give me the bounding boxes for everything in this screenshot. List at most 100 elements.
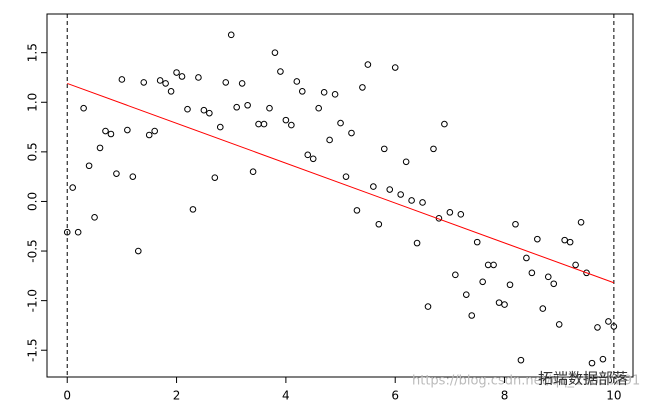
plot-frame	[46, 13, 634, 378]
point	[244, 101, 251, 109]
point	[495, 299, 503, 306]
point	[96, 144, 104, 152]
point	[594, 324, 601, 331]
point	[140, 79, 148, 86]
point	[200, 106, 208, 114]
point	[255, 120, 262, 128]
point	[419, 199, 426, 206]
point	[506, 281, 514, 289]
point	[402, 158, 410, 166]
point	[375, 220, 383, 228]
point	[397, 191, 404, 198]
point	[544, 273, 552, 281]
point	[173, 69, 180, 76]
point	[124, 126, 131, 134]
point	[134, 247, 142, 255]
point	[337, 119, 344, 127]
point	[353, 207, 361, 214]
point	[539, 305, 547, 312]
point	[227, 31, 235, 39]
point	[249, 168, 257, 175]
point	[315, 104, 322, 112]
point	[512, 220, 519, 228]
point	[555, 321, 563, 328]
point	[359, 84, 366, 91]
x-tick-label: 2	[173, 389, 181, 403]
point	[599, 355, 607, 363]
point	[145, 131, 153, 139]
x-tick-label: 8	[501, 389, 509, 403]
x-tick-label: 4	[282, 389, 290, 403]
point	[304, 151, 312, 159]
point	[184, 105, 191, 113]
point	[348, 129, 355, 137]
point	[523, 254, 530, 262]
point	[113, 170, 120, 177]
point	[80, 104, 87, 112]
point	[391, 64, 399, 71]
point	[424, 303, 432, 310]
x-tick-label: 10	[606, 389, 621, 403]
point	[167, 88, 175, 95]
point	[380, 145, 388, 153]
point	[309, 155, 317, 163]
point	[342, 173, 350, 180]
point	[271, 49, 279, 56]
point	[298, 88, 306, 95]
point	[457, 211, 465, 218]
point	[162, 80, 169, 87]
point	[85, 162, 93, 170]
point	[107, 130, 115, 138]
y-tick-label: 0.0	[26, 192, 40, 211]
point	[326, 136, 333, 144]
point	[320, 89, 328, 96]
point	[468, 312, 476, 319]
point	[216, 123, 224, 131]
point	[462, 291, 470, 298]
point	[501, 301, 508, 308]
point	[189, 206, 197, 213]
point	[63, 228, 71, 236]
point	[561, 236, 568, 244]
point	[550, 280, 558, 288]
point	[413, 239, 421, 247]
point	[69, 184, 76, 191]
point	[74, 228, 82, 236]
y-tick-label: -0.5	[26, 239, 40, 262]
x-tick-label: 0	[63, 389, 71, 403]
point	[534, 235, 541, 243]
watermark-brand: 拓端数据部落	[538, 370, 628, 388]
point	[479, 278, 486, 286]
point	[473, 238, 481, 246]
point	[102, 127, 109, 135]
point	[430, 145, 437, 153]
point	[572, 261, 579, 269]
point	[277, 68, 284, 75]
y-tick-label: 1.0	[26, 93, 40, 112]
point	[91, 214, 98, 221]
watermark-url: https://blog.csdn.net/qq_19600291	[412, 374, 640, 389]
point	[178, 73, 186, 80]
point	[605, 318, 612, 325]
point	[266, 104, 273, 112]
y-tick-label: 0.5	[26, 142, 40, 161]
point	[206, 109, 213, 117]
point	[331, 91, 339, 98]
point	[129, 173, 137, 180]
point	[293, 78, 301, 85]
point	[528, 269, 536, 277]
point	[446, 209, 454, 216]
point	[583, 269, 590, 277]
point	[386, 186, 394, 193]
point	[517, 356, 525, 364]
point	[484, 261, 492, 269]
y-tick-label: -1.5	[26, 339, 40, 362]
point	[222, 79, 230, 86]
point	[364, 61, 372, 68]
x-tick-label: 6	[391, 389, 399, 403]
point	[610, 323, 618, 330]
point	[118, 76, 126, 83]
y-tick-label: 1.5	[26, 43, 40, 62]
point	[490, 261, 497, 269]
point	[260, 120, 268, 128]
